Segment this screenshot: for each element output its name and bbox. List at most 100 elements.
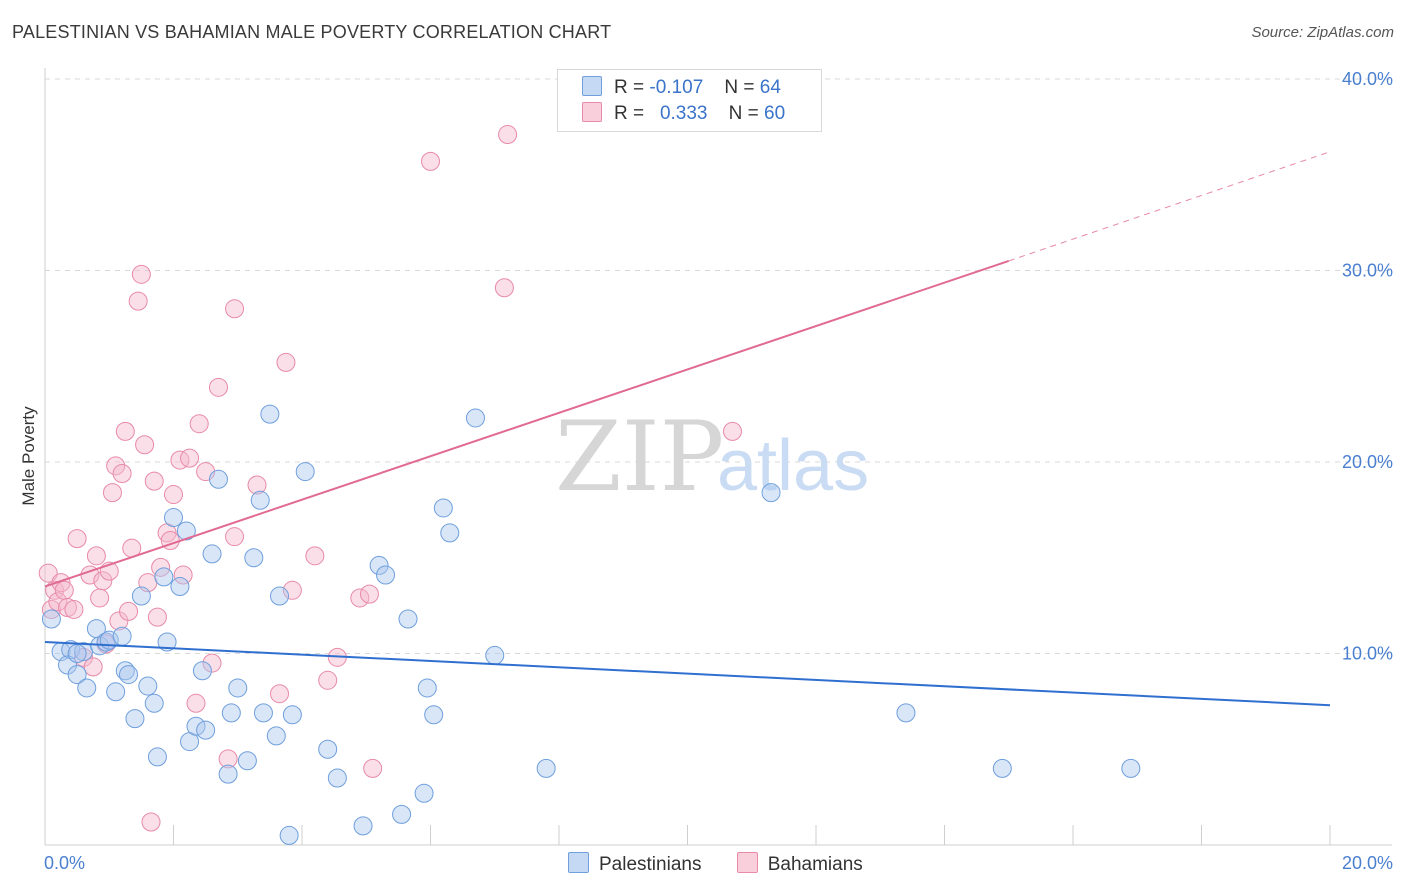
bahamians-point — [186, 693, 206, 713]
tick-labels: 10.0% 20.0% 30.0% 40.0% 0.0% 20.0% — [44, 69, 1393, 873]
bahamians-point — [270, 684, 290, 704]
bahamians-point — [421, 151, 440, 171]
bahamians-point — [112, 463, 132, 483]
palestinians-point — [376, 565, 396, 585]
palestinians-point — [125, 709, 145, 729]
n-value: 60 — [764, 103, 786, 124]
palestinians-point — [164, 508, 183, 528]
legend-row-palestinians: R = -0.107 N = 64 — [582, 76, 781, 100]
bahamians-point — [38, 563, 58, 583]
r-label: R = — [614, 103, 645, 124]
palestinians-point — [327, 768, 347, 788]
bahamians-point — [318, 670, 338, 690]
palestinians-point — [270, 586, 290, 606]
bahamians-point — [722, 421, 742, 441]
bahamians-point — [189, 414, 209, 434]
palestinians-point — [106, 682, 126, 702]
palestinians-swatch — [582, 76, 602, 96]
bahamians-point — [141, 812, 161, 832]
r-label: R = — [614, 77, 645, 98]
r-value: 0.333 — [659, 103, 708, 124]
watermark: ZIP atlas — [555, 401, 869, 513]
palestinians-point — [992, 758, 1012, 778]
bahamians-point — [218, 749, 238, 769]
bahamians-point — [64, 599, 84, 619]
x-tick-label: 20.0% — [1342, 853, 1393, 873]
palestinians-point — [318, 739, 338, 759]
palestinians-point — [67, 665, 87, 685]
bahamians-swatch — [736, 852, 758, 873]
bahamians-point — [86, 546, 106, 566]
n-label: N = — [728, 103, 759, 124]
palestinians-point — [250, 490, 270, 510]
palestinians-point — [398, 609, 418, 629]
palestinians-point — [115, 661, 135, 681]
stats-legend: R = -0.107 N = 64 R = 0.333 N = 60 — [557, 69, 822, 132]
bahamians-point — [225, 527, 245, 547]
bahamians-point — [359, 584, 379, 604]
gridlines — [45, 78, 1392, 654]
bahamians-point — [67, 529, 87, 549]
n-value: 64 — [759, 77, 781, 98]
legend-row-bahamians: R = 0.333 N = 60 — [582, 102, 785, 126]
chart-title: PALESTINIAN VS BAHAMIAN MALE POVERTY COR… — [12, 22, 612, 42]
palestinians-point — [282, 705, 302, 725]
palestinians-point — [417, 678, 437, 698]
bahamians-point — [498, 125, 518, 145]
bahamians-point — [54, 580, 74, 600]
bahamians-point — [225, 299, 245, 319]
legend-label: Palestinians — [599, 854, 702, 875]
palestinians-point — [131, 586, 151, 606]
palestinians-swatch — [568, 852, 589, 873]
palestinians-point — [147, 747, 167, 767]
palestinians-point — [77, 678, 97, 698]
palestinians-point — [440, 523, 460, 543]
bahamians-point — [57, 598, 77, 618]
bahamians-swatch — [582, 102, 602, 122]
palestinians-points — [41, 404, 1141, 845]
bahamians-point — [208, 377, 228, 397]
palestinians-point — [414, 783, 434, 803]
bahamians-point — [247, 475, 267, 495]
bahamians-point — [276, 352, 296, 372]
palestinians-point — [119, 665, 139, 685]
bahamians-point — [305, 546, 325, 566]
legend-item-palestinians: Palestinians — [568, 852, 701, 876]
bahamians-point — [51, 573, 71, 593]
palestinians-point — [196, 720, 216, 740]
palestinians-point — [279, 825, 299, 845]
palestinians-point — [260, 404, 280, 424]
palestinians-point — [465, 408, 485, 428]
watermark-atlas: atlas — [717, 426, 869, 506]
bahamians-point — [131, 264, 151, 284]
n-label: N = — [724, 77, 755, 98]
bahamians-point — [41, 599, 61, 619]
palestinians-point — [433, 498, 453, 518]
bahamians-trend-extension — [1008, 151, 1331, 262]
palestinians-point — [186, 716, 206, 736]
palestinians-point — [244, 548, 264, 568]
bahamians-point — [173, 565, 193, 585]
bahamians-point — [282, 580, 302, 600]
palestinians-point — [221, 703, 241, 723]
bahamians-point — [350, 588, 370, 608]
palestinians-point — [761, 483, 781, 503]
series-legend: Palestinians Bahamians — [568, 852, 893, 876]
bahamians-point — [90, 588, 110, 608]
y-tick-label: 40.0% — [1342, 69, 1393, 89]
bahamians-point — [45, 580, 65, 600]
palestinians-point — [41, 609, 61, 629]
bahamians-point — [102, 483, 122, 503]
palestinians-point — [170, 576, 190, 596]
palestinians-point — [202, 544, 222, 564]
bahamians-point — [119, 601, 139, 621]
palestinians-point — [154, 567, 174, 587]
palestinians-point — [295, 462, 315, 482]
bahamians-point — [106, 456, 126, 476]
legend-item-bahamians: Bahamians — [736, 852, 863, 876]
bahamians-point — [170, 450, 190, 470]
y-tick-label: 30.0% — [1342, 261, 1393, 281]
palestinians-point — [392, 804, 412, 824]
palestinians-point — [896, 703, 916, 723]
